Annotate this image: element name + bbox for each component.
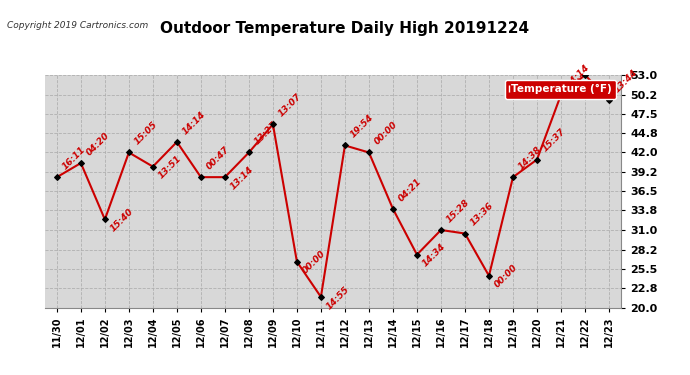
- Text: 16:11: 16:11: [61, 145, 87, 171]
- Point: [171, 139, 182, 145]
- Text: 13:51: 13:51: [157, 154, 183, 181]
- Text: 14:14: 14:14: [564, 63, 591, 89]
- Text: Outdoor Temperature Daily High 20191224: Outdoor Temperature Daily High 20191224: [161, 21, 529, 36]
- Text: 15:28: 15:28: [444, 198, 471, 224]
- Text: 00:00: 00:00: [493, 263, 519, 290]
- Legend: Temperature (°F): Temperature (°F): [504, 80, 615, 99]
- Point: [411, 252, 422, 258]
- Point: [531, 156, 542, 162]
- Text: 14:34: 14:34: [420, 242, 447, 269]
- Text: 15:37: 15:37: [540, 127, 567, 154]
- Point: [219, 174, 230, 180]
- Point: [124, 150, 135, 156]
- Text: 19:54: 19:54: [348, 113, 375, 140]
- Text: 13:36: 13:36: [469, 201, 495, 228]
- Text: 13:14: 13:14: [228, 165, 255, 191]
- Point: [244, 150, 255, 156]
- Point: [315, 294, 326, 300]
- Text: 04:21: 04:21: [397, 177, 423, 203]
- Point: [364, 150, 375, 156]
- Text: 13:27: 13:27: [253, 120, 279, 147]
- Point: [484, 273, 495, 279]
- Text: 00:00: 00:00: [373, 120, 399, 147]
- Point: [268, 122, 279, 128]
- Text: 14:55: 14:55: [324, 284, 351, 311]
- Point: [291, 259, 302, 265]
- Point: [387, 206, 398, 212]
- Text: 00:47: 00:47: [204, 145, 231, 171]
- Point: [580, 72, 591, 78]
- Point: [75, 160, 86, 166]
- Text: 13:07: 13:07: [277, 92, 303, 118]
- Point: [339, 142, 351, 148]
- Point: [555, 92, 566, 98]
- Text: 15:40: 15:40: [108, 207, 135, 234]
- Point: [148, 164, 159, 170]
- Point: [604, 97, 615, 103]
- Text: 15:05: 15:05: [132, 120, 159, 147]
- Text: 00:00: 00:00: [301, 249, 327, 276]
- Text: 13:44: 13:44: [613, 68, 639, 94]
- Point: [195, 174, 206, 180]
- Text: 14:38: 14:38: [517, 145, 543, 171]
- Point: [435, 227, 446, 233]
- Point: [507, 174, 518, 180]
- Point: [51, 174, 62, 180]
- Text: Copyright 2019 Cartronics.com: Copyright 2019 Cartronics.com: [7, 21, 148, 30]
- Text: 14:14: 14:14: [181, 110, 207, 136]
- Text: 04:20: 04:20: [84, 131, 111, 158]
- Point: [460, 231, 471, 237]
- Point: [99, 216, 110, 222]
